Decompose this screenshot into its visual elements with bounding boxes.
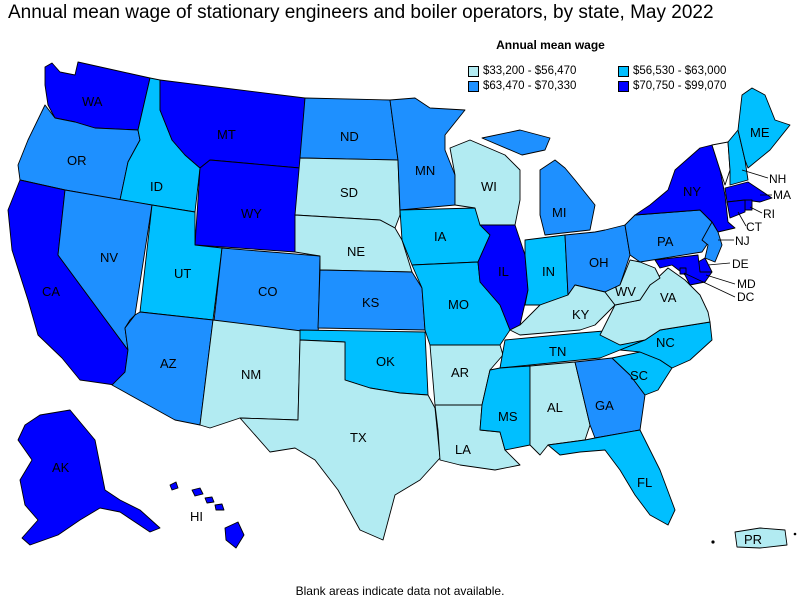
label-ma: MA xyxy=(773,188,791,202)
label-la: LA xyxy=(455,442,471,457)
label-ny: NY xyxy=(683,184,701,199)
label-wi: WI xyxy=(481,179,497,194)
legend-swatch xyxy=(618,80,629,92)
label-nh: NH xyxy=(769,172,786,186)
label-va: VA xyxy=(660,290,677,305)
label-ok: OK xyxy=(376,354,395,369)
label-id: ID xyxy=(150,179,163,194)
label-nj: NJ xyxy=(735,234,750,248)
label-co: CO xyxy=(258,284,278,299)
state-wy[interactable] xyxy=(194,159,301,253)
label-me: ME xyxy=(750,125,770,140)
label-ca: CA xyxy=(42,284,60,299)
footnote: Blank areas indicate data not available. xyxy=(295,584,505,598)
legend-grid: $33,200 - $56,470 $56,530 - $63,000 $63,… xyxy=(468,65,768,92)
state-ri[interactable] xyxy=(744,199,753,211)
legend-label: $56,530 - $63,000 xyxy=(633,65,727,77)
label-il: IL xyxy=(498,264,509,279)
legend: Annual mean wage $33,200 - $56,470 $56,5… xyxy=(468,38,768,92)
label-nm: NM xyxy=(241,367,261,382)
state-pr[interactable] xyxy=(734,527,788,549)
label-ct: CT xyxy=(746,220,763,234)
state-tx[interactable] xyxy=(239,339,441,541)
island-dot xyxy=(711,540,715,544)
label-pr: PR xyxy=(744,532,762,547)
label-nc: NC xyxy=(656,335,675,350)
legend-item: $56,530 - $63,000 xyxy=(618,65,768,77)
label-mn: MN xyxy=(415,163,435,178)
state-ma[interactable] xyxy=(724,181,773,203)
label-ks: KS xyxy=(362,295,380,310)
label-ky: KY xyxy=(572,307,590,322)
state-ak[interactable] xyxy=(17,409,161,546)
legend-title: Annual mean wage xyxy=(496,38,605,52)
state-mi[interactable] xyxy=(481,129,596,236)
label-mi: MI xyxy=(552,205,566,220)
label-tx: TX xyxy=(350,430,367,445)
label-md: MD xyxy=(737,277,756,291)
label-mt: MT xyxy=(217,127,236,142)
label-ne: NE xyxy=(347,244,365,259)
label-mo: MO xyxy=(448,297,469,312)
legend-label: $33,200 - $56,470 xyxy=(483,65,577,77)
state-nv[interactable] xyxy=(57,189,153,351)
label-hi: HI xyxy=(190,509,203,524)
label-dc: DC xyxy=(737,290,755,304)
label-sd: SD xyxy=(340,185,358,200)
label-ar: AR xyxy=(451,365,469,380)
label-ms: MS xyxy=(498,409,518,424)
island-dot xyxy=(793,532,797,536)
state-me[interactable] xyxy=(737,87,791,169)
label-oh: OH xyxy=(589,255,609,270)
label-tn: TN xyxy=(549,344,566,359)
label-wy: WY xyxy=(241,206,262,221)
legend-swatch xyxy=(468,80,479,92)
label-ia: IA xyxy=(434,229,447,244)
label-az: AZ xyxy=(160,356,177,371)
label-or: OR xyxy=(67,153,87,168)
legend-item: $33,200 - $56,470 xyxy=(468,65,618,77)
label-wv: WV xyxy=(615,284,636,299)
legend-label: $63,470 - $70,330 xyxy=(483,80,577,92)
legend-label: $70,750 - $99,070 xyxy=(633,80,727,92)
label-fl: FL xyxy=(637,475,652,490)
state-fl[interactable] xyxy=(547,429,676,526)
label-in: IN xyxy=(542,264,555,279)
label-ga: GA xyxy=(595,398,614,413)
label-wa: WA xyxy=(82,94,103,109)
state-ct[interactable] xyxy=(726,199,746,219)
map-title: Annual mean wage of stationary engineers… xyxy=(8,2,714,23)
label-al: AL xyxy=(547,400,563,415)
legend-item: $70,750 - $99,070 xyxy=(618,80,768,92)
label-nd: ND xyxy=(340,129,359,144)
label-de: DE xyxy=(732,257,749,271)
label-pa: PA xyxy=(657,234,674,249)
state-nj[interactable] xyxy=(701,221,723,263)
label-ut: UT xyxy=(174,266,191,281)
state-mn[interactable] xyxy=(389,97,466,211)
state-wv[interactable] xyxy=(604,259,661,306)
state-vt[interactable] xyxy=(711,141,731,186)
label-ak: AK xyxy=(52,460,70,475)
label-sc: SC xyxy=(630,368,648,383)
legend-swatch xyxy=(468,65,479,77)
label-nv: NV xyxy=(100,250,118,265)
legend-swatch xyxy=(618,65,629,77)
label-ri: RI xyxy=(763,207,775,221)
legend-item: $63,470 - $70,330 xyxy=(468,80,618,92)
state-hi[interactable] xyxy=(169,481,245,549)
